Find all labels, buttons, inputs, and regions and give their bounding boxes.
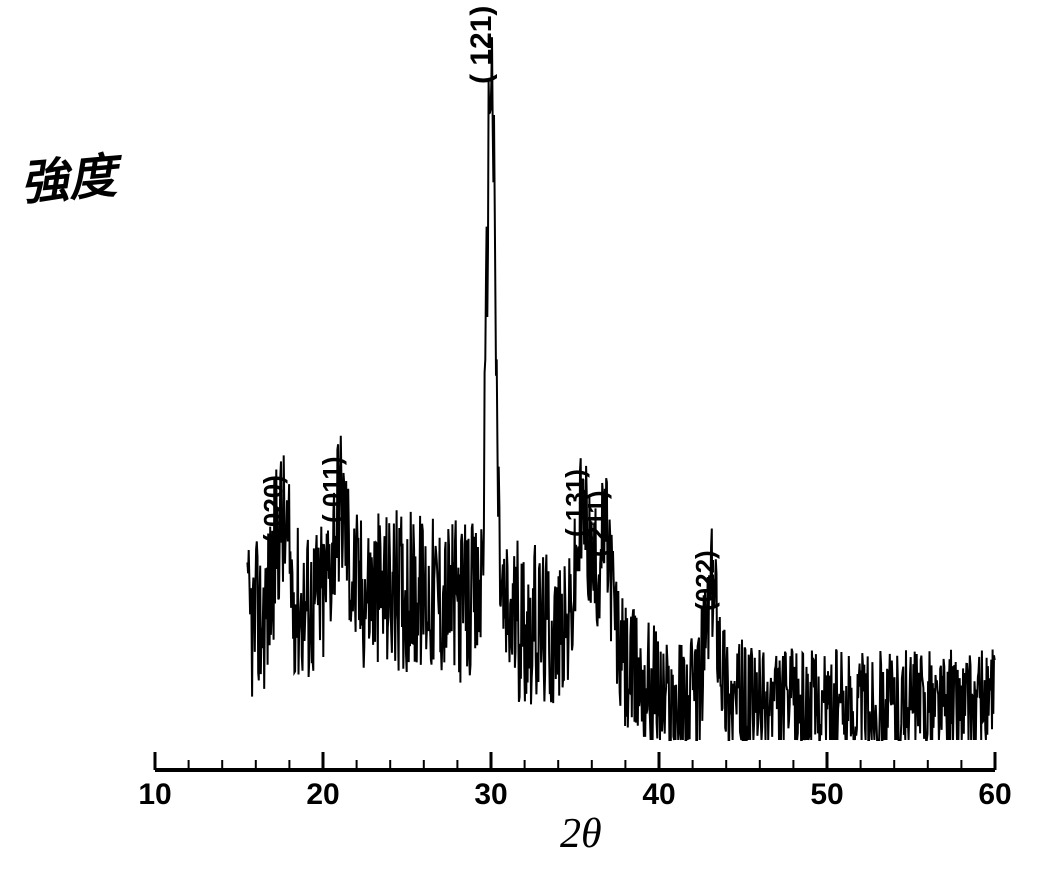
- peak-label: ( 020): [258, 475, 289, 543]
- x-tick-label: 50: [807, 778, 847, 812]
- x-tick-label: 10: [135, 778, 175, 812]
- peak-label: ( 211): [582, 491, 613, 558]
- x-tick-label: 60: [975, 778, 1015, 812]
- peak-label: (022): [690, 551, 721, 612]
- xrd-plot: [0, 0, 1058, 889]
- x-tick-label: 40: [639, 778, 679, 812]
- peak-label: ( 011): [317, 457, 348, 524]
- x-tick-label: 20: [303, 778, 343, 812]
- x-axis-label-text: 2θ: [560, 811, 602, 857]
- xrd-trace: [247, 37, 994, 740]
- x-tick-label: 30: [471, 778, 511, 812]
- xrd-chart: 強度 ( 020)( 011)( 121)( 131)( 211)(022) 1…: [0, 0, 1058, 889]
- x-axis-label: 2θ: [560, 810, 602, 858]
- peak-label: ( 121): [465, 6, 499, 84]
